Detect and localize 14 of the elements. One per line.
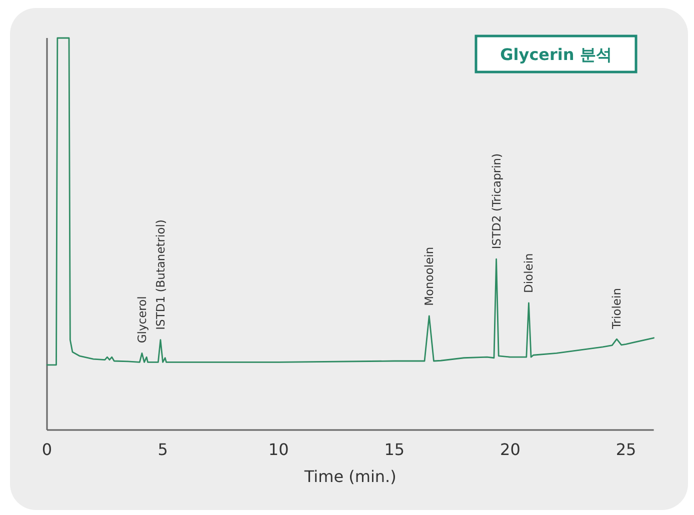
annotation: ISTD1 (Butanetriol) xyxy=(153,220,168,330)
annotation: ISTD2 (Tricaprin) xyxy=(489,153,504,250)
x-tick-label: 10 xyxy=(268,440,289,459)
annotation: Monoolein xyxy=(422,246,436,306)
x-tick-label: 25 xyxy=(616,440,636,459)
x-axis-title: Time (min.) xyxy=(303,467,396,486)
text: Glycerin 분석 xyxy=(500,45,612,64)
x-tick-label: 15 xyxy=(384,440,405,459)
x-tick-label: 0 xyxy=(42,440,52,459)
annotation: Triolein xyxy=(610,288,624,330)
annotation: Glycerol xyxy=(134,296,149,344)
x-tick-label: 20 xyxy=(500,440,520,459)
x-tick-label: 5 xyxy=(158,440,168,459)
annotation: Diolein xyxy=(522,253,536,293)
